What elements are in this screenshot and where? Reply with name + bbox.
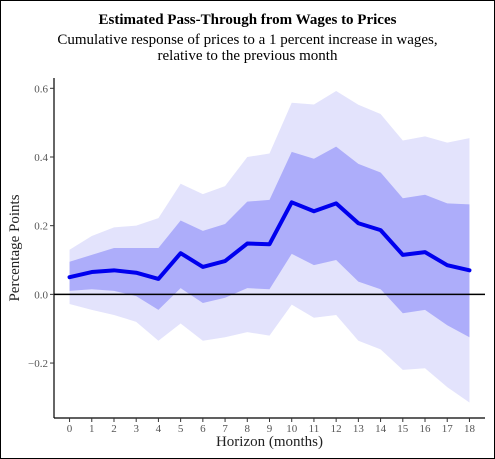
series-group (67, 200, 472, 281)
x-tick-label: 13 (353, 423, 365, 435)
x-tick-label: 10 (286, 423, 298, 435)
x-tick-label: 4 (156, 423, 162, 435)
y-tick-label: 0.2 (34, 221, 48, 233)
x-tick-label: 5 (178, 423, 184, 435)
chart-title: Estimated Pass-Through from Wages to Pri… (98, 12, 397, 28)
x-tick-label: 17 (442, 423, 454, 435)
y-axis-title: Percentage Points (7, 194, 23, 301)
axes-group: −0.20.00.20.40.60 1 2 3 4 5 6 7 8 9 10 11 12 13 14 15 16… (28, 78, 485, 435)
x-tick-label: 16 (420, 423, 432, 435)
x-tick-label: 11 (309, 423, 320, 435)
y-tick-label: −0.2 (28, 358, 48, 370)
y-tick-label: 0.4 (34, 152, 48, 164)
x-tick-label: 6 (200, 423, 206, 435)
x-tick-label: 18 (464, 423, 476, 435)
chart-subtitle: Cumulative response of prices to a 1 per… (57, 32, 438, 64)
x-tick-label: 1 (89, 423, 95, 435)
x-axis-title: Horizon (months) (216, 434, 323, 450)
series-line-0 (67, 200, 472, 281)
x-tick-label: 9 (267, 423, 273, 435)
x-tick-label: 7 (222, 423, 228, 435)
x-tick-label: 2 (111, 423, 117, 435)
y-tick-label: 0.0 (34, 289, 48, 301)
confidence-bands (69, 91, 470, 403)
x-tick-label: 15 (397, 423, 409, 435)
x-tick-label: 8 (245, 423, 251, 435)
x-tick-label: 14 (375, 423, 387, 435)
x-tick-label: 0 (67, 423, 73, 435)
x-tick-label: 12 (331, 423, 342, 435)
x-tick-label: 3 (133, 423, 139, 435)
y-tick-label: 0.6 (34, 83, 48, 95)
